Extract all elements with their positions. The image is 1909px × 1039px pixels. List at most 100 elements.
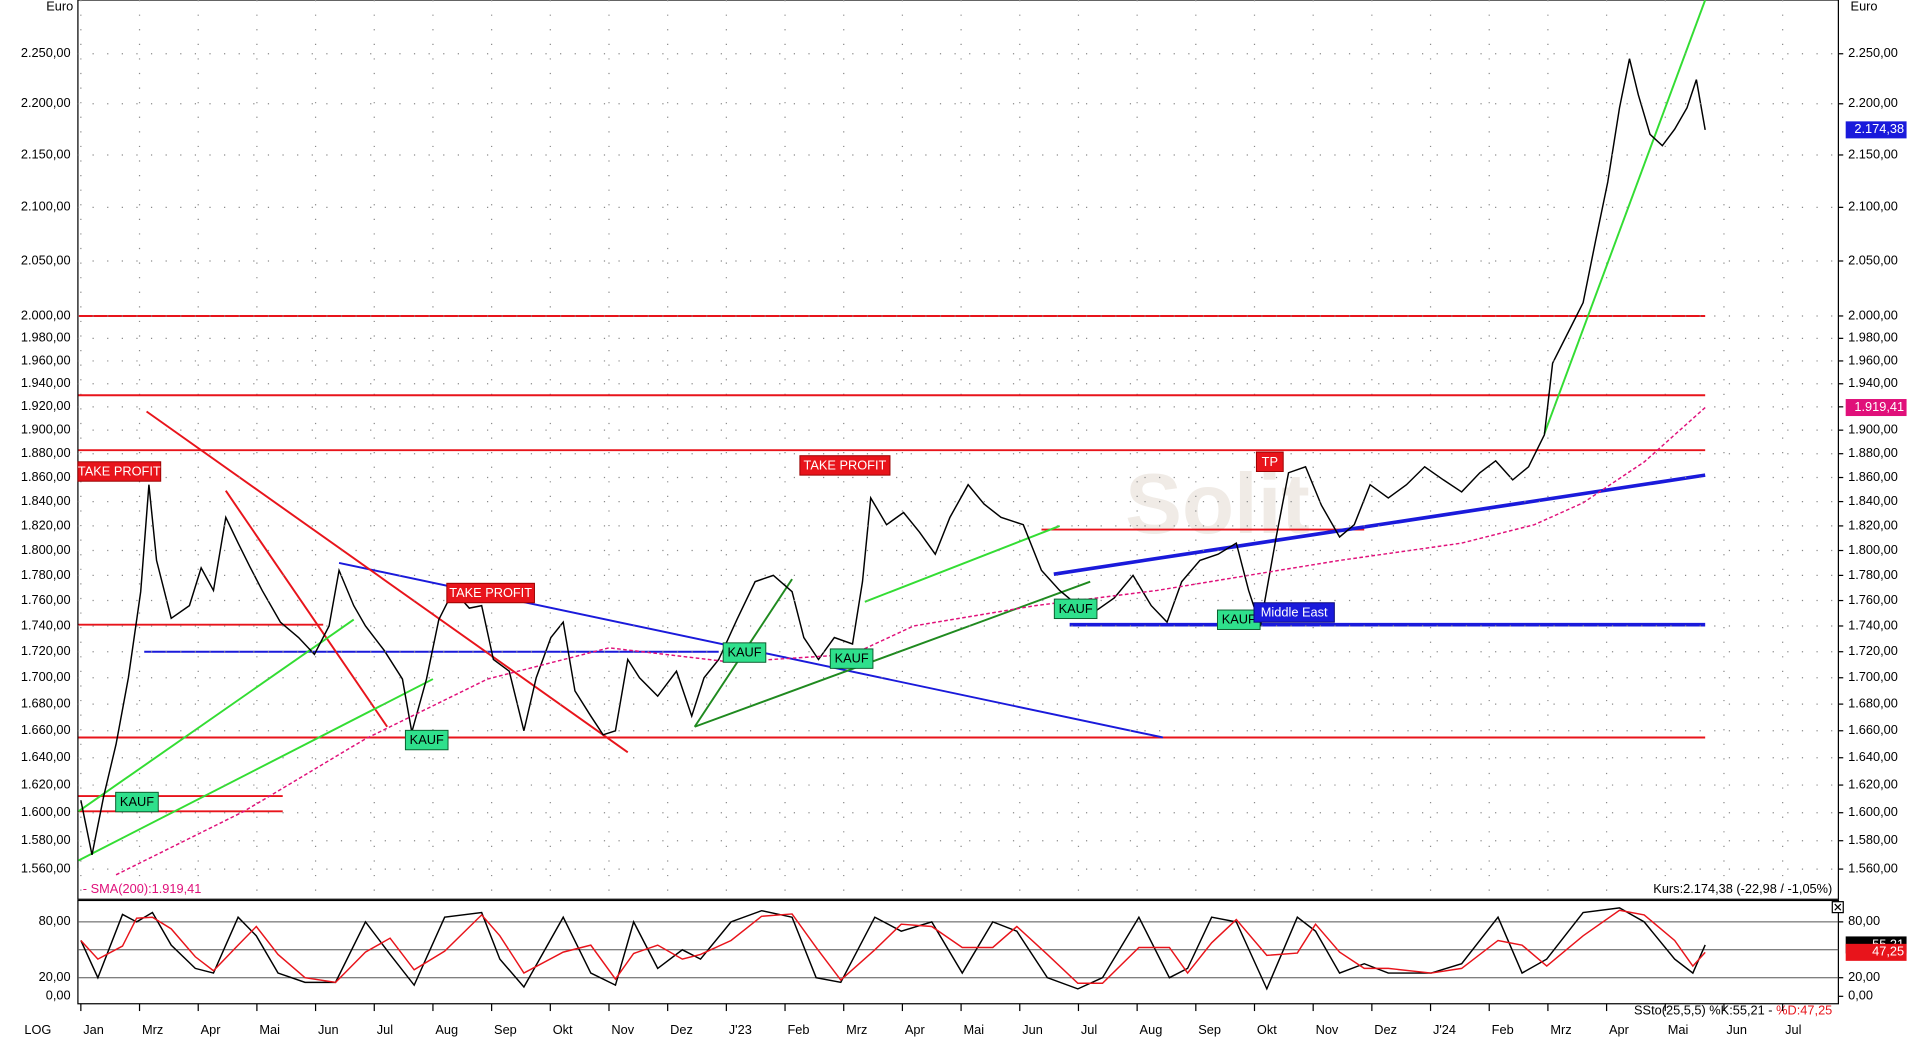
y-tick-label-right: 1.600,00 bbox=[1848, 804, 1898, 819]
x-tick-label: Feb bbox=[787, 1022, 809, 1037]
value-badge-label: 2.174,38 bbox=[1854, 121, 1904, 136]
x-tick-label: Jul bbox=[1081, 1022, 1097, 1037]
y-tick-label-right: 1.720,00 bbox=[1848, 643, 1898, 658]
x-tick-label: Jul bbox=[377, 1022, 393, 1037]
y-tick-label: 1.680,00 bbox=[21, 695, 71, 710]
y-tick-label-right: 2.250,00 bbox=[1848, 45, 1898, 60]
x-tick-label: Jun bbox=[1726, 1022, 1747, 1037]
x-tick-label: Sep bbox=[494, 1022, 517, 1037]
y-tick-label: 2.050,00 bbox=[21, 252, 71, 267]
y-tick-label: 1.960,00 bbox=[21, 352, 71, 367]
y-tick-label: 1.700,00 bbox=[21, 669, 71, 684]
annotation-label: KAUF bbox=[1222, 612, 1256, 627]
value-badge bbox=[1845, 121, 1907, 139]
x-tick-label: Apr bbox=[201, 1022, 222, 1037]
y-axis-unit: Euro bbox=[46, 0, 73, 14]
y-tick-label: 1.920,00 bbox=[21, 398, 71, 413]
y-tick-label-right: 1.900,00 bbox=[1848, 422, 1898, 437]
trend-line bbox=[694, 580, 1091, 728]
annotation-label: KAUF bbox=[727, 645, 761, 660]
value-badge-label: 1.919,41 bbox=[1854, 399, 1904, 414]
y-tick-label: 1.860,00 bbox=[21, 469, 71, 484]
oscillator-legend-d: %D:47,25 bbox=[1776, 1002, 1832, 1017]
x-tick-label: Mrz bbox=[846, 1022, 867, 1037]
x-tick-label: J'23 bbox=[729, 1022, 752, 1037]
y-tick-label-right: 1.640,00 bbox=[1848, 749, 1898, 764]
y-tick-label-right: 1.680,00 bbox=[1848, 695, 1898, 710]
y-tick-label: 1.880,00 bbox=[21, 445, 71, 460]
x-tick-label: J'24 bbox=[1433, 1022, 1456, 1037]
close-button[interactable] bbox=[1831, 901, 1844, 914]
x-tick-label: Nov bbox=[1316, 1022, 1339, 1037]
series-line bbox=[80, 907, 1706, 991]
series-line bbox=[80, 909, 1706, 985]
y-tick-label-right: 1.780,00 bbox=[1848, 567, 1898, 582]
x-tick-label: Mrz bbox=[142, 1022, 163, 1037]
annotation-box bbox=[1253, 602, 1335, 623]
y-tick-label: 2.150,00 bbox=[21, 146, 71, 161]
y-tick-label-right: 1.960,00 bbox=[1848, 352, 1898, 367]
annotation-box bbox=[77, 461, 162, 482]
x-tick-label: Jun bbox=[1022, 1022, 1043, 1037]
y-tick-label-right: 2.100,00 bbox=[1848, 199, 1898, 214]
annotation-label: Middle East bbox=[1261, 604, 1328, 619]
x-tick-label: Okt bbox=[1257, 1022, 1277, 1037]
y-tick-label: 20,00 bbox=[39, 969, 71, 984]
x-tick-label: Nov bbox=[611, 1022, 634, 1037]
x-tick-label: Jul bbox=[1785, 1022, 1801, 1037]
y-tick-label-right: 2.200,00 bbox=[1848, 95, 1898, 110]
y-tick-label: 1.560,00 bbox=[21, 860, 71, 875]
y-tick-label: 1.900,00 bbox=[21, 422, 71, 437]
y-tick-label: 1.600,00 bbox=[21, 804, 71, 819]
x-tick-label: Sep bbox=[1198, 1022, 1221, 1037]
y-tick-label-right: 1.580,00 bbox=[1848, 832, 1898, 847]
y-tick-label: 1.720,00 bbox=[21, 643, 71, 658]
x-tick-label: Dez bbox=[670, 1022, 693, 1037]
series-line bbox=[115, 406, 1706, 876]
annotation-label: KAUF bbox=[120, 794, 154, 809]
annotation-label: KAUF bbox=[835, 651, 869, 666]
sma-legend: - SMA(200):1.919,41 bbox=[83, 881, 202, 896]
y-tick-label: 1.780,00 bbox=[21, 567, 71, 582]
quote-label: Kurs:2.174,38 (-22,98 / -1,05%) bbox=[1653, 881, 1832, 896]
x-tick-label: Jan bbox=[83, 1022, 104, 1037]
x-tick-label: Mrz bbox=[1550, 1022, 1571, 1037]
annotation-label: KAUF bbox=[410, 732, 444, 747]
y-tick-label-right: 20,00 bbox=[1848, 969, 1880, 984]
y-tick-label: 1.800,00 bbox=[21, 542, 71, 557]
x-tick-label: Mai bbox=[964, 1022, 985, 1037]
y-tick-label-right: 1.840,00 bbox=[1848, 493, 1898, 508]
x-tick-label: Jun bbox=[318, 1022, 339, 1037]
x-tick-label: Feb bbox=[1492, 1022, 1514, 1037]
x-tick-label: Aug bbox=[1140, 1022, 1163, 1037]
watermark: Solit bbox=[1125, 457, 1310, 552]
annotation-label: TAKE PROFIT bbox=[804, 457, 887, 472]
y-tick-label-right: 2.050,00 bbox=[1848, 252, 1898, 267]
x-tick-label: Aug bbox=[435, 1022, 458, 1037]
y-tick-label: 2.200,00 bbox=[21, 95, 71, 110]
trend-line bbox=[146, 410, 629, 754]
trend-line bbox=[1543, 0, 1707, 435]
y-tick-label: 80,00 bbox=[39, 913, 71, 928]
y-tick-label-right: 1.880,00 bbox=[1848, 445, 1898, 460]
close-icon[interactable] bbox=[1834, 903, 1842, 911]
y-tick-label-right: 1.700,00 bbox=[1848, 669, 1898, 684]
value-badge bbox=[1845, 399, 1907, 417]
y-tick-label-right: 1.760,00 bbox=[1848, 592, 1898, 607]
annotation-box bbox=[799, 455, 891, 476]
y-tick-label-right: 1.740,00 bbox=[1848, 617, 1898, 632]
annotation-label: TAKE PROFIT bbox=[449, 585, 532, 600]
annotation-label: TAKE PROFIT bbox=[78, 463, 161, 478]
y-tick-label: 1.760,00 bbox=[21, 592, 71, 607]
y-tick-label: 1.740,00 bbox=[21, 617, 71, 632]
x-tick-label: Apr bbox=[1609, 1022, 1630, 1037]
value-badge bbox=[1845, 943, 1907, 961]
annotation-box bbox=[446, 582, 535, 604]
value-badge-label: 47,25 bbox=[1872, 944, 1904, 959]
y-tick-label: 1.940,00 bbox=[21, 375, 71, 390]
y-tick-label-right: 1.800,00 bbox=[1848, 542, 1898, 557]
y-tick-label-right: 1.980,00 bbox=[1848, 330, 1898, 345]
y-tick-label-right: 1.620,00 bbox=[1848, 776, 1898, 791]
annotation-box bbox=[1053, 598, 1098, 620]
